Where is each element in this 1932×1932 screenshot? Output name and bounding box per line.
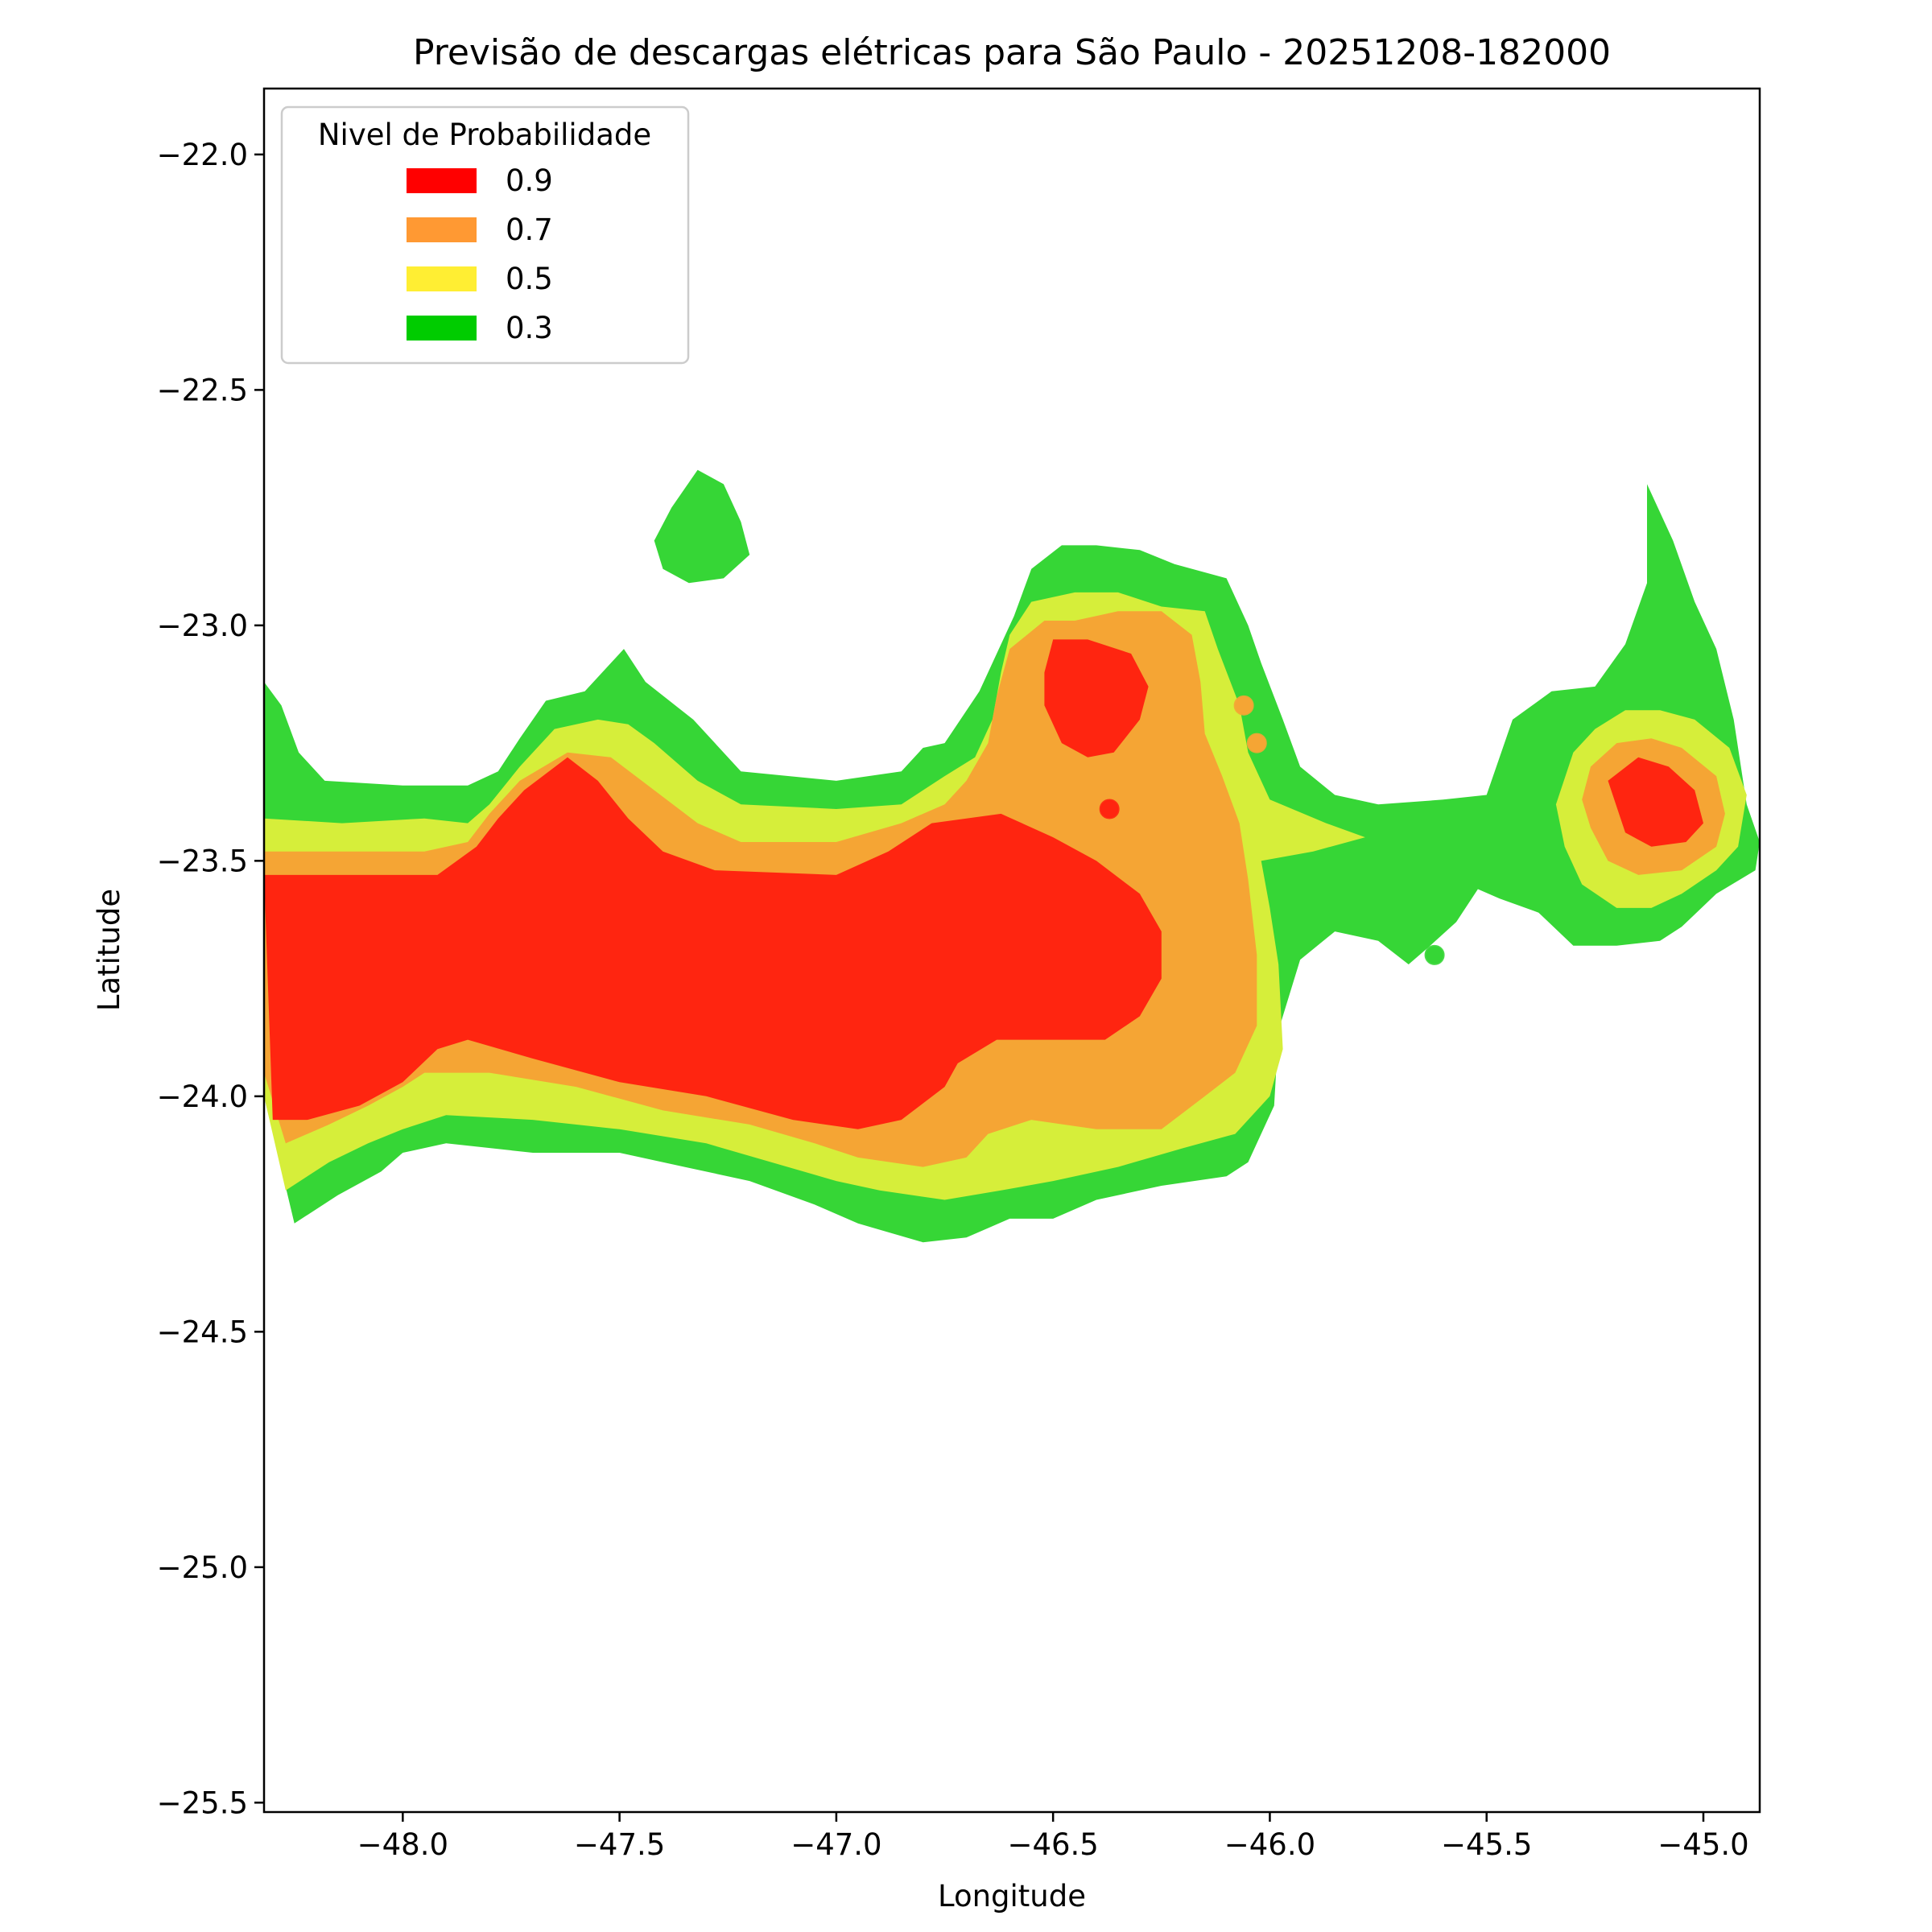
y-axis-label: Latitude [92, 889, 126, 1011]
x-tick-label: −45.0 [1657, 1827, 1748, 1862]
contour-regions [264, 469, 1760, 1243]
x-tick-label: −45.5 [1441, 1827, 1532, 1862]
x-tick-label: −48.0 [357, 1827, 448, 1862]
strike-point-2 [1246, 733, 1267, 753]
y-tick-label: −24.5 [157, 1315, 248, 1349]
legend-swatch-03 [407, 316, 477, 341]
chart-title: Previsão de descargas elétricas para São… [413, 32, 1611, 73]
legend-title: Nivel de Probabilidade [318, 118, 651, 152]
x-tick-label: −47.0 [791, 1827, 881, 1862]
region-level-09-2 [1608, 757, 1703, 847]
legend-entries: 0.9 0.7 0.5 0.3 [407, 163, 553, 345]
plot-frame [262, 87, 1761, 1814]
strike-point-1 [1233, 695, 1254, 716]
x-tick-label: −46.0 [1224, 1827, 1315, 1862]
x-tick-label: −47.5 [574, 1827, 665, 1862]
region-level-03-1 [654, 469, 750, 584]
y-axis-ticks: −22.0 −22.5 −23.0 −23.5 −24.0 −24.5 −25.0 −25.5 [157, 138, 264, 1820]
legend-label: 0.7 [506, 213, 553, 247]
legend: Nivel de Probabilidade 0.9 0.7 0.5 0.3 [280, 105, 690, 365]
y-tick-label: −23.5 [157, 844, 248, 878]
y-tick-label: −23.0 [157, 609, 248, 643]
region-level-09-0 [264, 757, 1162, 1129]
y-tick-label: −22.5 [157, 373, 248, 407]
region-level-09-1 [1044, 639, 1149, 758]
legend-swatch-07 [407, 217, 477, 242]
strike-point-0 [1099, 799, 1120, 819]
legend-label: 0.3 [506, 311, 553, 345]
strike-point-3 [1424, 944, 1445, 965]
x-axis-ticks: −48.0 −47.5 −47.0 −46.5 −46.0 −45.5 −45.0 [357, 1812, 1749, 1862]
legend-swatch-09 [407, 168, 477, 193]
legend-frame [280, 105, 690, 365]
y-tick-label: −24.0 [157, 1080, 248, 1114]
x-axis-label: Longitude [938, 1879, 1086, 1913]
x-tick-label: −46.5 [1007, 1827, 1098, 1862]
legend-swatch-05 [407, 266, 477, 291]
legend-label: 0.9 [506, 163, 553, 198]
legend-label: 0.5 [506, 262, 553, 296]
y-tick-label: −25.0 [157, 1550, 248, 1585]
y-tick-label: −22.0 [157, 138, 248, 172]
y-tick-label: −25.5 [157, 1785, 248, 1820]
strike-points [1099, 695, 1445, 965]
